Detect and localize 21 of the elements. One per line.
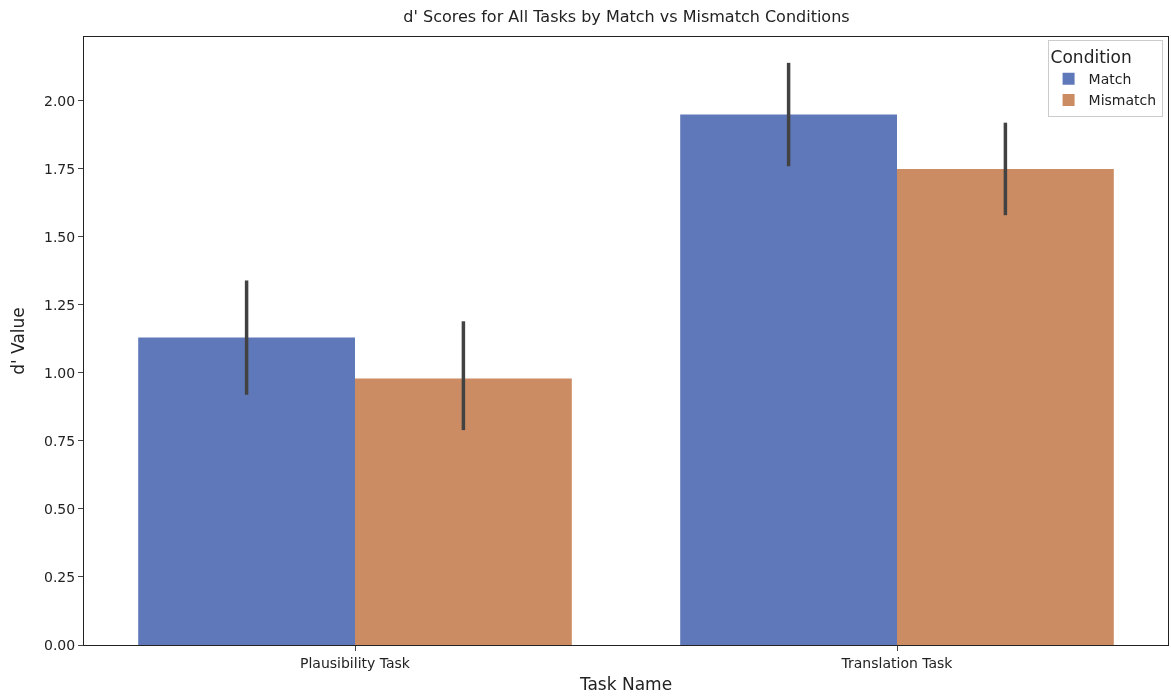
x-axis-title: Task Name [578,674,673,695]
bar [897,168,1114,645]
y-tick-label: 0.00 [44,636,76,653]
y-tick-label: 2.00 [44,92,76,109]
x-tick-label: Translation Task [840,654,954,671]
y-axis-title: d' Value [7,307,28,375]
x-tick-label: Plausibility Task [300,654,411,671]
y-tick-label: 1.25 [44,296,76,313]
legend-label: Match [1088,71,1132,88]
y-tick-label: 0.50 [44,500,76,517]
bar [680,114,897,645]
y-tick-label: 1.50 [44,228,76,245]
y-tick-label: 0.75 [44,432,76,449]
y-tick-label: 1.75 [44,160,76,177]
bar [355,378,572,645]
legend-label: Mismatch [1088,92,1157,109]
y-tick-label: 1.00 [44,364,76,381]
chart-title: d' Scores for All Tasks by Match vs Mismatch Conditions [403,6,850,26]
bar [138,337,355,645]
y-tick-label: 0.25 [44,568,76,585]
legend-title: Condition [1050,47,1132,68]
